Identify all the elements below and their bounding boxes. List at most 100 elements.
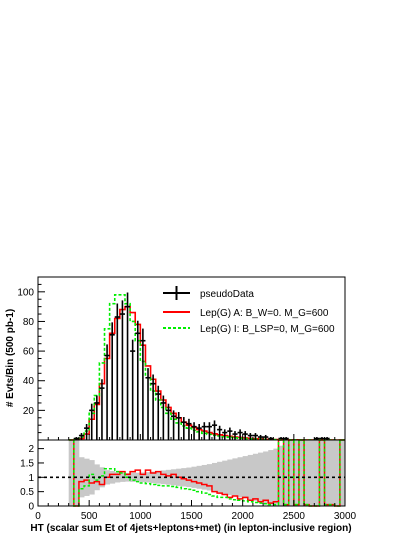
ratio-plot-content: [38, 439, 346, 507]
main-y-tick-label: 20: [23, 406, 35, 417]
main-panel: 20 40 60 80 100 # Evts/Bin (500 pb-1): [5, 276, 346, 441]
data-point: [109, 322, 115, 440]
data-point: [150, 374, 156, 440]
data-point: [165, 403, 172, 440]
main-y-tick-label: 80: [23, 317, 35, 328]
data-point: [258, 434, 264, 440]
data-point: [232, 431, 238, 440]
main-y-axis: 20 40 60 80 100: [17, 283, 45, 434]
ratio-y-tick-label: 2: [28, 444, 34, 455]
data-point: [89, 403, 95, 440]
main-plot-content: [68, 292, 345, 441]
ratio-uncertainty-band-bin: [94, 464, 100, 491]
x-tick-label: 2000: [232, 511, 255, 522]
data-point: [130, 339, 136, 440]
ratio-uncertainty-band-bin: [165, 469, 172, 485]
legend-label-pseudodata: pseudoData: [200, 289, 254, 300]
ratio-uncertainty-band-bin: [319, 440, 325, 506]
main-y-axis-title: # Evts/Bin (500 pb-1): [5, 309, 16, 407]
ratio-uncertainty-band-bin: [334, 440, 341, 506]
data-point: [160, 395, 166, 440]
data-point: [84, 423, 90, 440]
data-point: [119, 300, 125, 440]
legend: pseudoData Lep(G) A: B_W=0. M_G=600 Lep(…: [163, 286, 335, 335]
data-point: [104, 344, 110, 440]
ratio-uncertainty-band-bin: [201, 464, 208, 490]
x-tick-label: 0: [35, 511, 41, 522]
ratio-uncertainty-band-bin: [288, 440, 295, 506]
data-point: [201, 422, 207, 440]
ratio-y-tick-label: 0.5: [20, 487, 34, 498]
data-point: [237, 429, 243, 440]
ratio-uncertainty-band-bin: [278, 445, 284, 506]
x-tick-label: 500: [81, 511, 98, 522]
data-point: [114, 303, 120, 440]
data-point: [252, 433, 259, 440]
ratio-uncertainty-band-bin: [242, 456, 249, 499]
data-point: [124, 292, 131, 440]
ratio-uncertainty-band-bin: [73, 440, 80, 506]
legend-entry-model-a: Lep(G) A: B_W=0. M_G=600: [163, 308, 329, 319]
data-point: [171, 410, 177, 440]
x-tick-label: 2500: [283, 511, 306, 522]
ratio-uncertainty-band-bin: [232, 458, 238, 497]
x-axis-title: HT (scalar sum Et of 4jets+leptons+met) …: [30, 523, 351, 534]
ratio-uncertainty-band-bin: [140, 472, 146, 483]
ratio-uncertainty-band-bin: [329, 440, 336, 506]
main-y-tick-label: 40: [23, 376, 35, 387]
data-point: [99, 379, 105, 440]
data-point: [242, 431, 248, 440]
data-point: [206, 422, 212, 440]
ratio-uncertainty-band-bin: [273, 448, 279, 506]
ratio-uncertainty-band-bin: [324, 440, 331, 506]
ratio-uncertainty-band-bin: [99, 467, 105, 488]
data-point: [181, 417, 187, 440]
data-point: [211, 420, 218, 440]
x-tick-label: 1000: [129, 511, 152, 522]
ratio-uncertainty-band-bin: [237, 457, 244, 498]
ratio-uncertainty-band-bin: [283, 440, 290, 506]
ratio-uncertainty-band-bin: [268, 450, 274, 505]
ratio-uncertainty-band-bin: [68, 440, 75, 506]
ratio-uncertainty-band-bin: [196, 465, 203, 489]
ratio-uncertainty-band-bin: [160, 470, 167, 485]
ratio-uncertainty-band-bin: [339, 440, 346, 506]
data-point: [263, 434, 269, 440]
data-point: [191, 422, 197, 440]
data-point: [135, 320, 141, 440]
ratio-uncertainty-band-bin: [293, 440, 300, 506]
data-point: [155, 385, 161, 440]
legend-label-model-a: Lep(G) A: B_W=0. M_G=600: [200, 308, 329, 319]
main-y-tick-label: 60: [23, 347, 35, 358]
data-point: [78, 433, 85, 440]
ratio-uncertainty-band-bin: [263, 451, 269, 504]
legend-label-model-i: Lep(G) I: B_LSP=0, M_G=600: [200, 324, 335, 335]
ratio-y-tick-label: 1: [28, 473, 34, 484]
ratio-uncertainty-band-bin: [298, 440, 305, 506]
legend-entry-pseudodata: pseudoData: [163, 286, 254, 300]
ratio-uncertainty-band-bin: [135, 472, 141, 482]
ratio-y-tick-label: 0: [28, 502, 34, 513]
data-point: [247, 433, 253, 440]
data-point: [217, 425, 223, 440]
x-tick-label: 3000: [334, 511, 357, 522]
ratio-uncertainty-band-bin: [309, 440, 315, 506]
data-point: [227, 427, 233, 440]
ratio-frame-outline: [37, 439, 346, 507]
data-point: [176, 411, 182, 440]
data-point: [186, 418, 192, 440]
ratio-uncertainty-band-bin: [89, 460, 95, 495]
data-point: [222, 429, 228, 440]
data-point: [140, 328, 146, 440]
x-tick-label: 1500: [180, 511, 203, 522]
ratio-uncertainty-band-bin: [171, 469, 177, 486]
ratio-uncertainty-band-bin: [314, 440, 320, 506]
data-point: [145, 368, 151, 440]
data-point: [94, 395, 100, 440]
ratio-uncertainty-band-bin: [206, 464, 213, 491]
data-point: [196, 423, 202, 440]
ratio-y-tick-label: 1.5: [20, 458, 34, 469]
legend-entry-model-i: Lep(G) I: B_LSP=0, M_G=600: [163, 324, 335, 335]
main-y-tick-label: 100: [17, 287, 34, 298]
